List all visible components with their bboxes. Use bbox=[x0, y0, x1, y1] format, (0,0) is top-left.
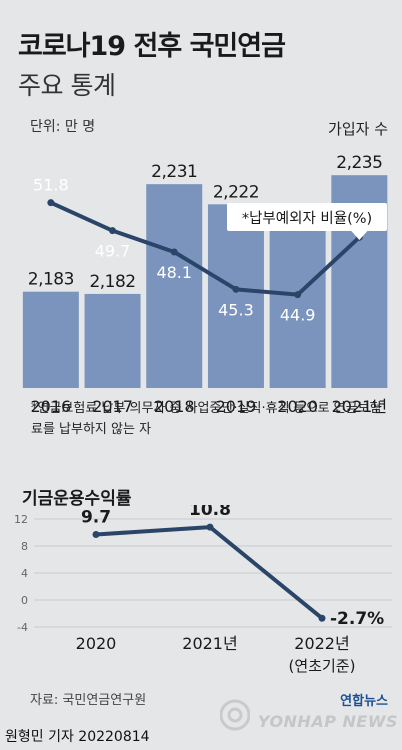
source-label: 자료: 국민연금연구원 bbox=[30, 693, 147, 708]
unit-label: 단위: 만 명 bbox=[30, 119, 96, 135]
bar-value-label: 2,183 bbox=[28, 270, 74, 290]
rate-value-label: 51.8 bbox=[33, 176, 69, 195]
bar-value-label: 2,231 bbox=[151, 162, 197, 182]
line-legend-box bbox=[227, 203, 387, 231]
agency-logo-text: 연합뉴스 bbox=[340, 694, 388, 709]
x-tick-label: 2018 bbox=[154, 397, 195, 416]
x-tick-label: 2019 bbox=[216, 397, 257, 416]
return-point bbox=[92, 531, 100, 539]
bar-value-label: 2,182 bbox=[89, 272, 135, 292]
returns-chart-title: 기금운용수익률 bbox=[22, 489, 132, 509]
y-tick-label: -4 bbox=[17, 621, 28, 634]
return-point bbox=[206, 523, 214, 531]
byline: 원형민 기자 20220814 bbox=[5, 729, 150, 745]
rate-point bbox=[170, 248, 178, 256]
agency-watermark-text: YONHAP NEWS bbox=[257, 712, 398, 731]
rate-point bbox=[47, 199, 55, 207]
bar bbox=[146, 184, 203, 388]
yonhap-watermark-icon bbox=[220, 699, 250, 731]
footnote: *연금보험료 납부 의무자 중 사업중단·실직·휴직 등으로 연금보험료를 납부… bbox=[31, 401, 382, 437]
x-tick-label: 2021년 bbox=[182, 634, 237, 653]
y-tick-label: 4 bbox=[21, 567, 28, 580]
x-tick-label: 2016 bbox=[30, 397, 71, 416]
rate-value-label: 45.3 bbox=[218, 300, 254, 319]
rate-value-label: 48.1 bbox=[156, 263, 192, 282]
rate-point bbox=[232, 285, 240, 293]
return-value-label: 10.8 bbox=[189, 505, 231, 520]
x-tick-sublabel: (연초기준) bbox=[289, 657, 356, 675]
return-value-label: -2.7% bbox=[330, 609, 384, 629]
y-tick-label: 0 bbox=[21, 594, 28, 607]
rate-point bbox=[294, 291, 302, 299]
x-tick-label: 2020 bbox=[277, 397, 318, 416]
line-series-label: *납부예외자 비율(%) bbox=[242, 210, 372, 227]
line-legend-pointer bbox=[351, 231, 368, 240]
x-tick-label: 2017 bbox=[92, 397, 133, 416]
return-value-label: 9.7 bbox=[81, 508, 111, 528]
rate-value-label: 44.9 bbox=[280, 306, 316, 325]
bar bbox=[22, 291, 79, 388]
bar bbox=[269, 228, 326, 388]
bar-series-label: 가입자 수 bbox=[328, 120, 388, 138]
x-tick-label: 2022년 bbox=[294, 634, 349, 653]
rate-value-label: 49.7 bbox=[95, 242, 131, 261]
bar bbox=[207, 204, 264, 388]
x-tick-label: 2020 bbox=[76, 634, 117, 653]
y-tick-label: 12 bbox=[14, 513, 28, 526]
return-point bbox=[318, 614, 326, 622]
subscriber-bar-chart: 2,1832,1822,2312,2222,2112,23551.849.748… bbox=[22, 153, 388, 416]
x-tick-label: 2021년 bbox=[332, 397, 387, 416]
y-tick-label: 8 bbox=[21, 540, 28, 553]
page-title: 코로나19 전후 국민연금 bbox=[18, 31, 286, 62]
bar bbox=[84, 293, 141, 388]
page-subtitle: 주요 통계 bbox=[18, 71, 116, 100]
bar-value-label: 2,222 bbox=[213, 182, 259, 202]
fund-return-line-chart: 12 8 4 0 -4 9.7 10.8 -2.7% 2020 2021년 2022년 (연초기준) bbox=[14, 505, 392, 675]
rate-point bbox=[109, 227, 117, 235]
rate-line bbox=[50, 200, 361, 297]
bar-value-label: 2,235 bbox=[336, 153, 382, 173]
